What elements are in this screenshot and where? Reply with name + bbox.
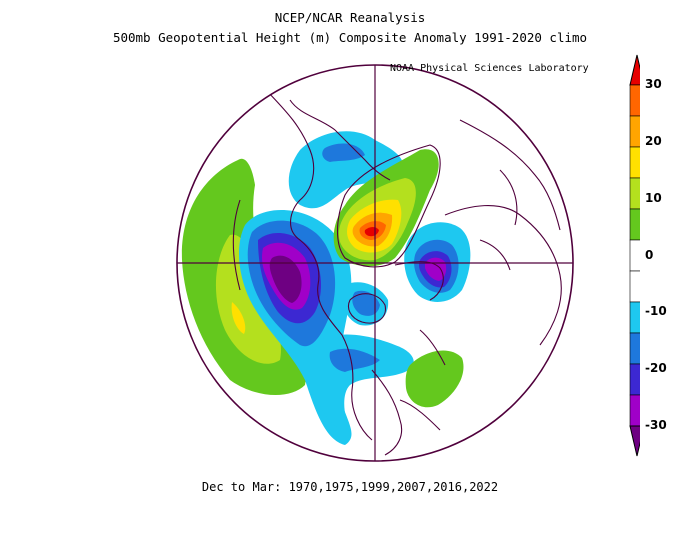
coastlines <box>232 91 562 456</box>
colorbar-top-arrow <box>629 54 640 86</box>
colorbar-tick-label: -10 <box>645 304 667 319</box>
composite-years: Dec to Mar: 1970,1975,1999,2007,2016,202… <box>201 480 499 494</box>
colorbar-tick-label: -20 <box>645 361 667 376</box>
anomaly-field <box>181 131 471 445</box>
atlantic-positive-anomaly <box>405 350 464 408</box>
colorbar-segment <box>629 84 640 117</box>
colorbar-segment <box>629 146 640 179</box>
meridian-lines <box>177 65 573 461</box>
colorbar-segment <box>629 115 640 148</box>
colorbar-tick-label: -30 <box>645 418 667 432</box>
chart-title: NCEP/NCAR Reanalysis <box>274 10 426 25</box>
colorbar-segment <box>629 239 640 272</box>
colorbar-segment <box>629 208 640 241</box>
colorbar-tick-label: 30 <box>645 77 662 91</box>
colorbar-segment <box>629 270 640 303</box>
map-boundary <box>176 64 574 462</box>
colorbar-tick-label: 10 <box>645 190 662 205</box>
lab-label: NOAA Physical Sciences Laboratory <box>390 63 589 74</box>
colorbar-segment <box>629 301 640 334</box>
chart-subtitle: 500mb Geopotential Height (m) Composite … <box>112 30 588 45</box>
colorbar-tick-label: 0 <box>645 247 654 262</box>
colorbar-segment <box>629 363 640 396</box>
colorbar-segment <box>629 332 640 365</box>
colorbar-bottom-arrow <box>629 425 640 457</box>
colorbar <box>629 54 640 457</box>
colorbar-tick-label: 20 <box>645 133 662 148</box>
colorbar-segment <box>629 394 640 427</box>
colorbar-segment <box>629 177 640 210</box>
